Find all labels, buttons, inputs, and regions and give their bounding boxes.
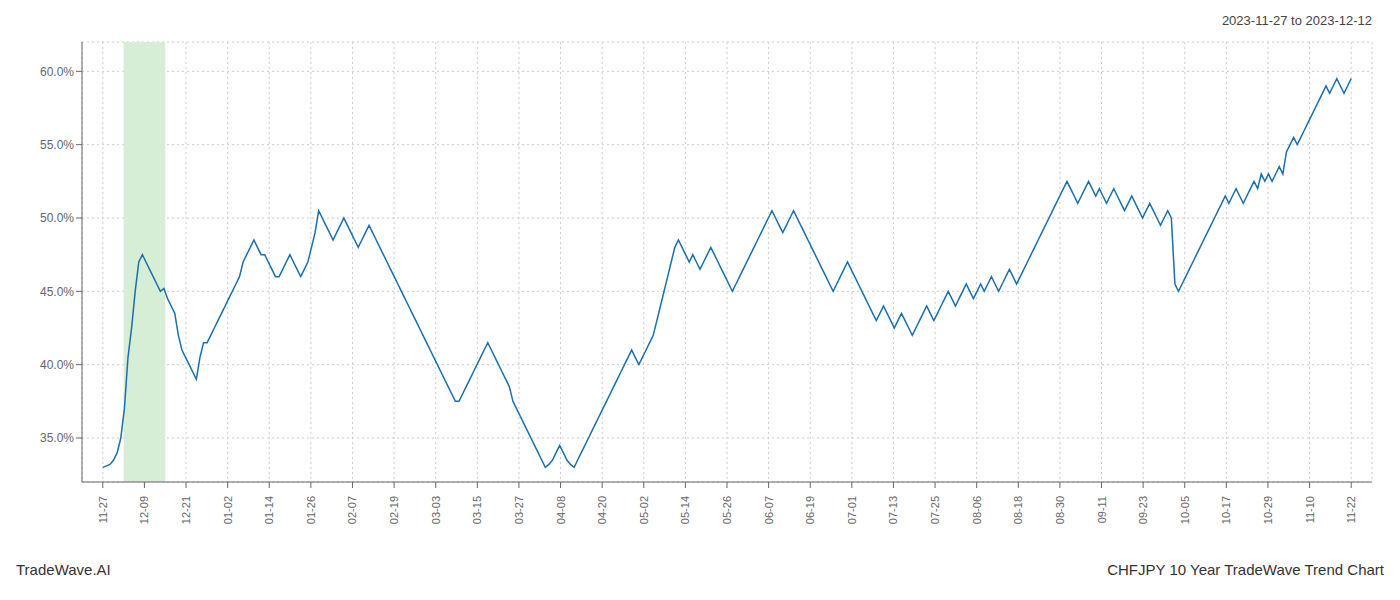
html-text:CHFJPY 10 Year TradeWave Trend: CHFJPY 10 Year TradeWave Trend Chart	[1107, 561, 1384, 578]
svg-text:04-20: 04-20	[596, 496, 608, 524]
svg-text:11-27: 11-27	[97, 496, 109, 523]
svg-text:09-23: 09-23	[1137, 496, 1149, 524]
svg-text:07-13: 07-13	[887, 496, 899, 524]
svg-text:06-19: 06-19	[804, 496, 816, 524]
svg-text:60.0%: 60.0%	[40, 65, 74, 79]
svg-text:05-02: 05-02	[638, 496, 650, 524]
svg-text:07-01: 07-01	[846, 496, 858, 524]
svg-text:12-09: 12-09	[138, 496, 150, 524]
svg-text:50.0%: 50.0%	[40, 211, 74, 225]
svg-text:03-15: 03-15	[471, 496, 483, 524]
svg-text:08-18: 08-18	[1012, 496, 1024, 524]
svg-text:12-21: 12-21	[180, 496, 192, 524]
svg-text:10-29: 10-29	[1262, 496, 1274, 524]
svg-text:05-14: 05-14	[679, 496, 691, 524]
svg-text:06-07: 06-07	[763, 496, 775, 524]
svg-text:11-10: 11-10	[1304, 496, 1316, 523]
svg-text:02-19: 02-19	[388, 496, 400, 524]
svg-text:08-06: 08-06	[971, 496, 983, 524]
html-text:2023-11-27 to 2023-12-12: 2023-11-27 to 2023-12-12	[1221, 12, 1372, 28]
svg-text:04-08: 04-08	[555, 496, 567, 524]
svg-text:09-11: 09-11	[1096, 496, 1108, 523]
svg-text:01-14: 01-14	[263, 496, 275, 524]
svg-text:55.0%: 55.0%	[40, 138, 74, 152]
svg-text:02-07: 02-07	[346, 496, 358, 524]
svg-text:01-26: 01-26	[305, 496, 317, 524]
svg-text:40.0%: 40.0%	[40, 358, 74, 372]
svg-text:08-30: 08-30	[1054, 496, 1066, 524]
svg-text:10-17: 10-17	[1220, 496, 1232, 524]
svg-text:07-25: 07-25	[929, 496, 941, 524]
svg-text:05-26: 05-26	[721, 496, 733, 524]
svg-text:03-03: 03-03	[430, 496, 442, 524]
svg-text:45.0%: 45.0%	[40, 285, 74, 299]
svg-text:10-05: 10-05	[1179, 496, 1191, 524]
html-text:TradeWave.AI: TradeWave.AI	[16, 561, 111, 578]
svg-text:01-02: 01-02	[222, 496, 234, 524]
svg-text:11-22: 11-22	[1345, 496, 1357, 523]
svg-text:35.0%: 35.0%	[40, 431, 74, 445]
svg-text:03-27: 03-27	[513, 496, 525, 524]
